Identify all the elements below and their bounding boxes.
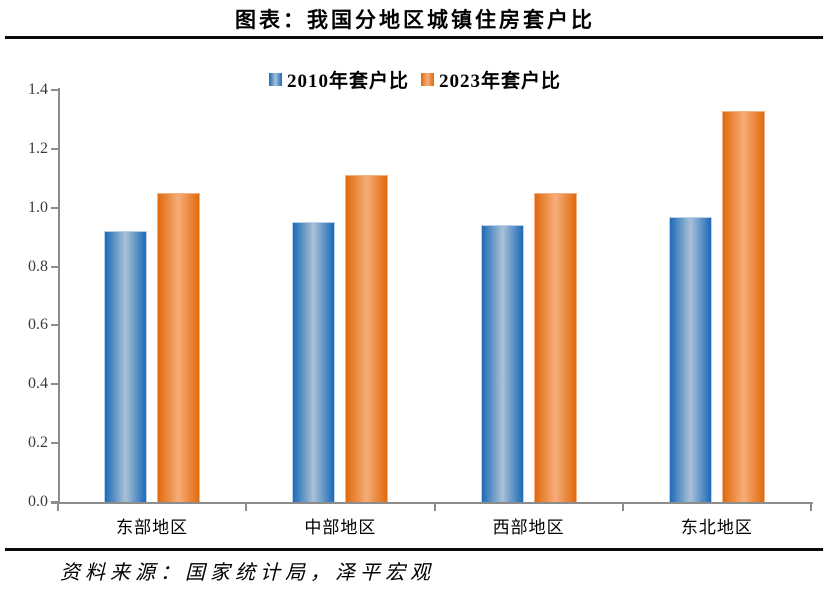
x-axis-tick [57, 504, 59, 511]
y-tick-label: 1.2 [28, 139, 48, 157]
y-axis-tick [51, 265, 58, 268]
bar-2010年套户比-东北地区 [668, 217, 712, 502]
x-axis-tick [810, 504, 812, 511]
x-axis-tick [245, 504, 248, 511]
y-tick-label: 0.8 [28, 257, 48, 275]
y-tick-label: 0.6 [28, 316, 48, 334]
legend-item-2023: 2023年套户比 [421, 66, 561, 93]
bar-2023年套户比-西部地区 [533, 193, 577, 502]
top-divider [5, 36, 823, 39]
bar-2023年套户比-东北地区 [721, 111, 765, 502]
source-note: 资料来源：国家统计局，泽平宏观 [60, 562, 435, 584]
y-axis-tick [51, 89, 58, 91]
legend-swatch-icon [268, 73, 282, 86]
y-tick-label: 1.0 [28, 198, 48, 216]
y-axis-tick [51, 206, 58, 209]
chart-legend: 2010年套户比 2023年套户比 [0, 66, 830, 93]
chart-title: 图表：我国分地区城镇住房套户比 [235, 8, 595, 32]
y-axis-line [58, 88, 60, 504]
legend-swatch-icon [421, 73, 434, 86]
bottom-divider [5, 548, 823, 551]
x-axis-tick [433, 504, 436, 511]
y-tick-label: 0.2 [28, 434, 48, 452]
bar-2023年套户比-中部地区 [345, 175, 389, 502]
x-category-label: 东北地区 [680, 518, 753, 537]
y-tick-label: 0.4 [28, 375, 48, 393]
x-category-label: 东部地区 [116, 518, 189, 537]
bar-2010年套户比-东部地区 [104, 231, 148, 502]
x-category-label: 中部地区 [304, 518, 377, 537]
legend-item-2010: 2010年套户比 [268, 66, 409, 93]
bar-2010年套户比-西部地区 [480, 225, 524, 502]
bar-2010年套户比-中部地区 [292, 222, 336, 502]
legend-label: 2023年套户比 [439, 71, 562, 92]
legend-label: 2010年套户比 [286, 71, 409, 92]
y-axis-tick [51, 442, 58, 445]
x-category-label: 西部地区 [492, 518, 565, 537]
y-axis-tick [51, 324, 58, 327]
y-axis-tick [51, 147, 58, 150]
x-axis-tick [621, 504, 624, 511]
y-tick-label: 0.0 [28, 493, 48, 510]
bar-2023年套户比-东部地区 [157, 193, 201, 502]
x-axis-line [51, 502, 813, 504]
y-axis-tick [51, 501, 58, 503]
y-axis-tick [51, 383, 58, 386]
y-tick-label: 1.4 [28, 81, 48, 98]
